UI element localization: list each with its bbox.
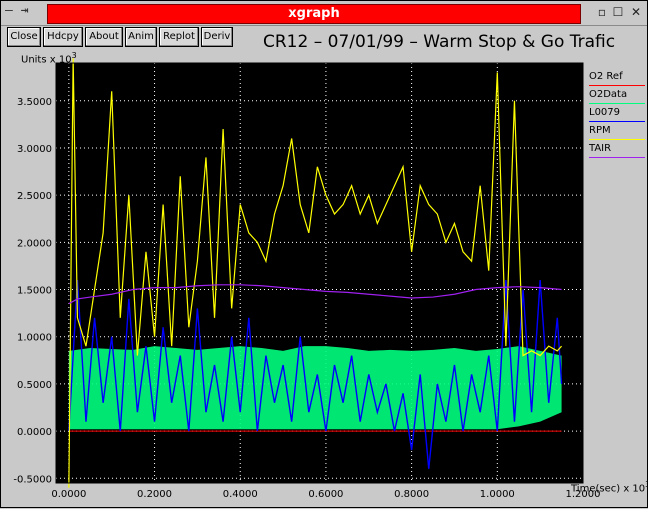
hdcpy-button[interactable]: Hdcpy [43, 27, 83, 47]
window-title: xgraph [47, 4, 581, 24]
chart-title: CR12 – 07/01/99 – Warm Stop & Go Trafic [263, 32, 616, 52]
y-tick-label: 3.0000 [17, 144, 52, 155]
y-tick-label: 2.0000 [17, 238, 52, 249]
series-tair [68, 284, 562, 305]
x-axis-label: Time(sec) x 103 [571, 480, 648, 495]
y-axis-label: Units x 103 [21, 51, 77, 66]
x-tick-label: 0.8000 [394, 489, 429, 500]
deriv-button[interactable]: Deriv [201, 27, 233, 47]
y-tick-label: 1.5000 [17, 286, 52, 297]
y-tick-label: 2.5000 [17, 191, 52, 202]
y-tick-label: 3.5000 [17, 97, 52, 108]
plot-frame [55, 62, 584, 484]
title-bar[interactable]: — ⇥ xgraph ▫ ☐ ✕ [1, 1, 647, 26]
close-button[interactable]: Close [7, 27, 41, 47]
about-button[interactable]: About [85, 27, 123, 47]
legend-entry-o2data: O2Data [589, 89, 645, 111]
legend-entry-tair: TAIR [589, 143, 645, 165]
series-l0079 [68, 280, 563, 469]
x-tick-label: 1.0000 [480, 489, 515, 500]
replot-button[interactable]: Replot [159, 27, 199, 47]
legend-entry-rpm: RPM [589, 125, 645, 147]
anim-button[interactable]: Anim [125, 27, 157, 47]
y-tick-label: 0.0000 [17, 427, 52, 438]
series-rpm [68, 58, 563, 488]
minimize-icon[interactable]: ▫ [597, 5, 607, 19]
legend-entry-o2-ref: O2 Ref [589, 71, 645, 93]
y-tick-label: -0.5000 [13, 474, 52, 485]
legend-entry-l0079: L0079 [589, 107, 645, 129]
x-tick-label: 0.4000 [223, 489, 258, 500]
x-tick-label: 0.2000 [137, 489, 172, 500]
x-tick-label: 0.6000 [308, 489, 343, 500]
y-tick-label: 1.0000 [17, 333, 52, 344]
close-icon[interactable]: ✕ [630, 5, 642, 19]
series-o2data [68, 346, 562, 430]
x-tick-label: 0.0000 [51, 489, 86, 500]
maximize-icon[interactable]: ☐ [612, 5, 624, 19]
y-tick-label: 0.5000 [17, 380, 52, 391]
x-tick-label: 1.2000 [566, 489, 601, 500]
window-menu-icon[interactable]: — ⇥ [5, 3, 29, 18]
